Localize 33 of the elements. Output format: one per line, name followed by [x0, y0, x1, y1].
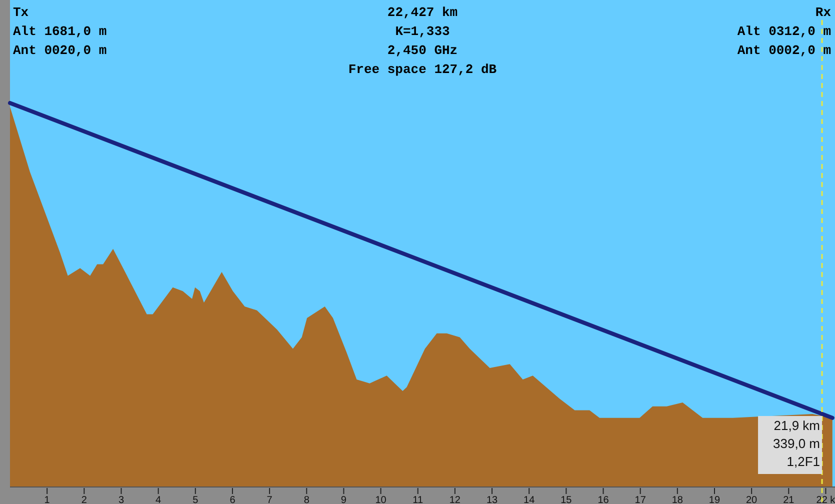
x-tick-label: 20 — [746, 495, 758, 504]
x-tick-label: 12 — [449, 495, 461, 504]
x-tick-label: 14 — [524, 495, 536, 504]
x-tick-label: 6 — [230, 495, 236, 504]
x-tick-label: 15 — [560, 495, 572, 504]
text: Alt 0312,0 m — [737, 24, 832, 39]
x-tick-label: 7 — [266, 495, 273, 504]
x-tick-label: 8 — [304, 495, 310, 504]
x-tick-label: 11 — [412, 495, 424, 504]
x-tick-label: 16 — [598, 495, 610, 504]
x-tick-label: 19 — [708, 495, 720, 504]
x-tick-label: 22 k — [816, 495, 835, 504]
x-tick-label: 3 — [118, 495, 124, 504]
chart-title: 22,427 km — [387, 5, 458, 20]
annotation: 21,9 km 339,0 m 1,2F1 — [773, 418, 820, 469]
x-tick-label: 5 — [192, 495, 199, 504]
x-tick-label: 2 — [81, 495, 88, 504]
text: Free space 127,2 dB — [348, 62, 497, 77]
text: K=1,333 — [395, 24, 450, 39]
text: Alt 1681,0 m — [13, 24, 107, 39]
text: Rx — [815, 5, 832, 20]
text: Ant 0020,0 m — [13, 43, 107, 58]
x-tick-label: 13 — [486, 495, 498, 504]
x-tick-label: 17 — [634, 495, 646, 504]
x-tick-label: 4 — [156, 495, 162, 504]
x-tick-label: 18 — [672, 495, 684, 504]
text: Tx — [13, 5, 29, 20]
x-tick-label: 21 — [783, 495, 795, 504]
x-tick-label: 9 — [340, 495, 347, 504]
x-tick-label: 1 — [44, 495, 50, 504]
text: Ant 0002,0 m — [737, 43, 832, 58]
text: 2,450 GHz — [387, 43, 458, 58]
x-tick-label: 10 — [375, 495, 387, 504]
